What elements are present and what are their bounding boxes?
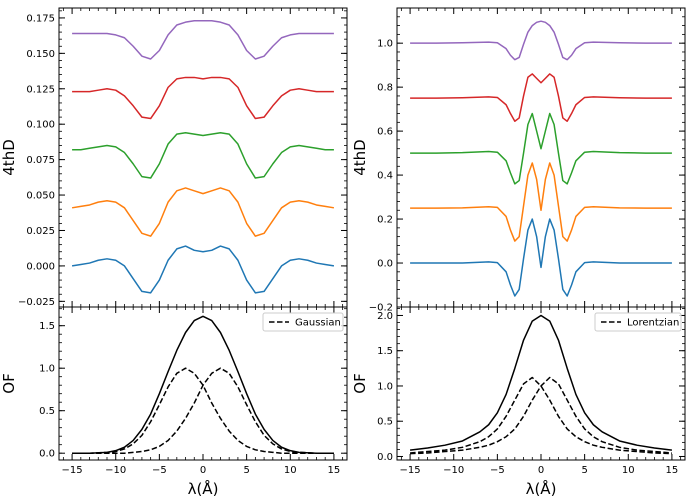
series-line-3 (72, 367, 334, 454)
y-tick-label: 0.5 (39, 406, 55, 417)
y-axis-label: OF (351, 373, 369, 393)
x-tick-label: 5 (581, 465, 587, 476)
series-line-1 (72, 315, 334, 454)
panel-bottom-right: 0.0 0.5 1.0 1.5 2.0 −15 −10 −5 0 5 10 15 OF λ(Å) Loren… (351, 306, 686, 498)
y-tick-label: 0.000 (26, 261, 55, 272)
series-line-1 (71, 245, 335, 294)
panel-top-left: −0.025 0.000 0.025 0.050 0.075 0.100 0.125 0.15… (0, 7, 348, 308)
x-axis-label: λ(Å) (188, 479, 219, 498)
y-tick-label: 0.0 (377, 259, 393, 270)
series-line-4 (410, 73, 672, 122)
y-tick-label: 0.2 (377, 215, 393, 226)
y-tick-label: 0.075 (26, 155, 55, 166)
y-tick-label: 2.0 (377, 311, 393, 322)
y-axis-label: 4thD (351, 139, 369, 175)
y-axis-label: OF (0, 373, 18, 393)
x-tick-label: −10 (443, 465, 464, 476)
y-tick-label: 0.6 (377, 127, 393, 138)
x-tick-label: 10 (622, 465, 635, 476)
x-tick-label: 15 (666, 465, 679, 476)
x-tick-label: 5 (243, 465, 249, 476)
axes-frame (58, 7, 348, 308)
series-line-3 (410, 112, 672, 185)
y-tick-label: 0.8 (377, 83, 393, 94)
y-tick-label: 1.5 (39, 321, 55, 332)
x-tick-label: 10 (284, 465, 297, 476)
legend: Lorentzian (594, 312, 682, 332)
y-tick-label: 0.0 (377, 452, 393, 463)
legend-frame (594, 312, 682, 332)
legend-label: Lorentzian (627, 318, 679, 329)
y-tick-label: 1.0 (377, 39, 393, 50)
legend-frame (262, 312, 344, 332)
legend: Gaussian (262, 312, 344, 332)
x-tick-label: −5 (152, 465, 167, 476)
y-tick-label: 0.100 (26, 120, 55, 131)
legend-label: Gaussian (295, 318, 341, 329)
x-tick-label: −15 (62, 465, 83, 476)
x-axis-label: λ(Å) (526, 479, 557, 498)
y-tick-label: −0.025 (18, 297, 55, 308)
y-tick-label: 1.0 (39, 364, 55, 375)
series-line-3 (72, 131, 334, 179)
series-line-5 (72, 20, 334, 60)
y-tick-label: 0.4 (377, 171, 393, 182)
x-tick-label: −15 (400, 465, 421, 476)
x-tick-label: −10 (105, 465, 126, 476)
x-tick-label: 0 (200, 465, 206, 476)
x-tick-label: 0 (538, 465, 544, 476)
x-tick-label: 15 (328, 465, 341, 476)
y-tick-label: 0.125 (26, 84, 55, 95)
y-tick-label: 0.025 (26, 226, 55, 237)
y-tick-label: 0.0 (39, 449, 55, 460)
series-line-1 (409, 314, 673, 451)
y-tick-label: 0.150 (26, 49, 55, 60)
y-tick-label: 0.5 (377, 417, 393, 428)
y-tick-label: 0.050 (26, 191, 55, 202)
series-line-2 (410, 376, 672, 455)
y-tick-label: 1.0 (377, 381, 393, 392)
series-line-5 (410, 20, 672, 61)
series-line-2 (410, 162, 672, 242)
series-line-2 (72, 367, 334, 454)
x-tick-label: −5 (490, 465, 505, 476)
y-tick-label: 1.5 (377, 346, 393, 357)
panel-top-right: −0.2 0.0 0.2 0.4 0.6 0.8 1.0 4thD (351, 7, 686, 314)
series-line-4 (72, 76, 334, 120)
y-tick-label: 0.175 (26, 13, 55, 24)
panel-bottom-left: 0.0 0.5 1.0 1.5 −15 −10 −5 0 5 10 15 OF λ(Å) Gaussian (0, 306, 348, 498)
series-line-3 (410, 376, 672, 455)
y-tick-label: −0.2 (369, 303, 393, 314)
series-line-2 (71, 187, 335, 237)
series-line-1 (410, 218, 672, 297)
y-axis-label: 4thD (0, 139, 18, 175)
